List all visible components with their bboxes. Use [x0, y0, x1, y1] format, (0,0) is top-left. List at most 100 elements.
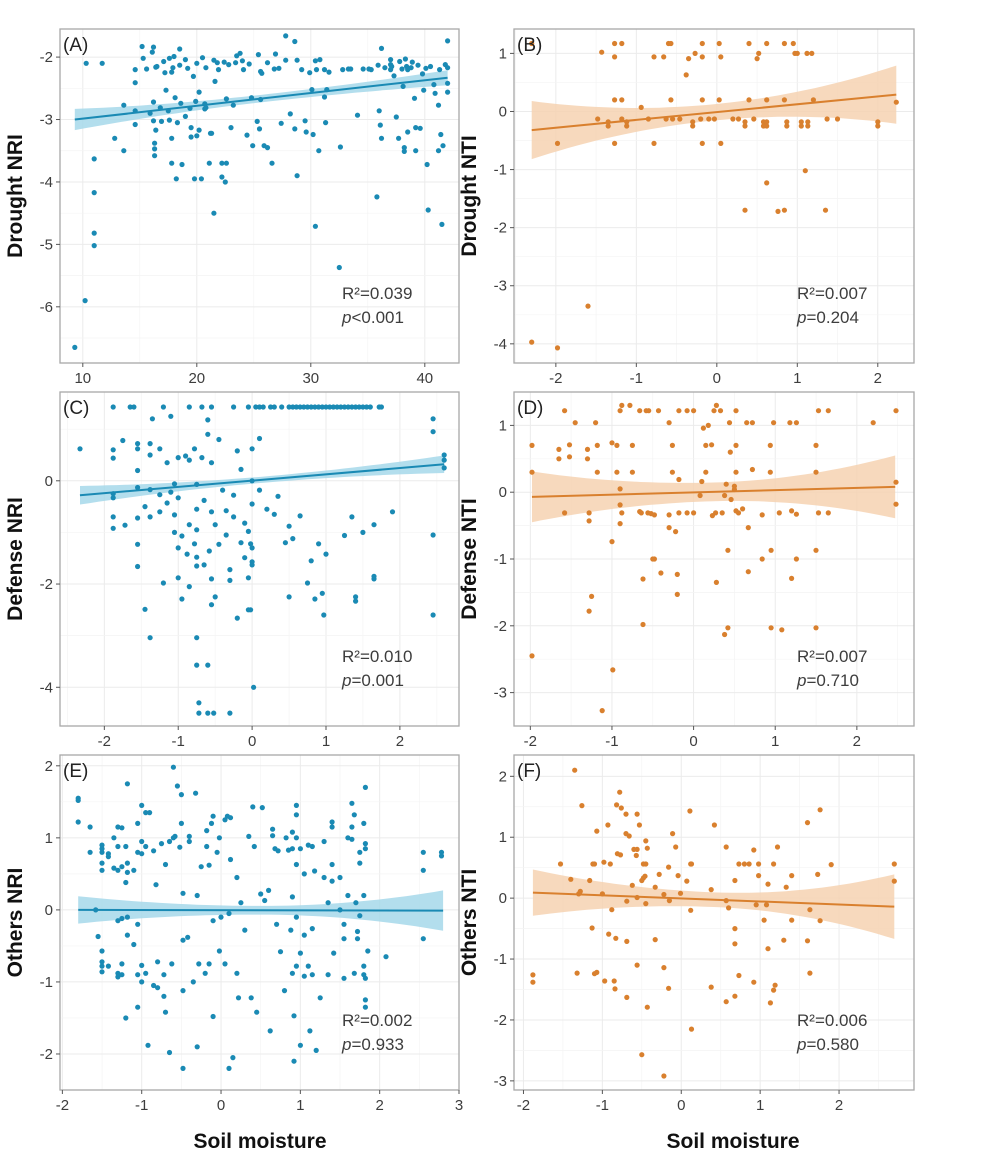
- data-point: [216, 948, 222, 954]
- data-point: [158, 118, 165, 124]
- data-point: [594, 828, 600, 834]
- data-point: [228, 125, 234, 131]
- data-point: [529, 442, 535, 448]
- data-point: [810, 97, 817, 103]
- data-point: [722, 492, 728, 499]
- data-point: [177, 46, 183, 52]
- data-point: [205, 431, 211, 437]
- data-point: [323, 120, 329, 126]
- data-point: [362, 975, 368, 981]
- data-point: [105, 854, 111, 860]
- y-tick-label: 1: [45, 830, 53, 847]
- y-tick-label: -2: [494, 220, 507, 237]
- data-point: [440, 143, 446, 149]
- data-point: [617, 852, 624, 858]
- x-tick-label: -2: [56, 1097, 69, 1114]
- data-point: [285, 847, 292, 853]
- data-point: [135, 467, 141, 474]
- data-point: [291, 1058, 297, 1064]
- y-tick-label: 2: [499, 768, 507, 785]
- data-point: [309, 972, 315, 978]
- data-point: [530, 972, 536, 978]
- data-point: [341, 936, 347, 942]
- data-point: [586, 518, 592, 524]
- data-point: [131, 867, 137, 873]
- data-point: [321, 94, 328, 100]
- data-point: [168, 413, 174, 419]
- data-point: [676, 408, 682, 414]
- x-tick-label: -2: [517, 1097, 530, 1114]
- y-tick-label: -1: [494, 551, 507, 568]
- data-point: [589, 593, 595, 600]
- data-point: [291, 1013, 297, 1019]
- data-point: [614, 469, 620, 475]
- data-point: [212, 522, 218, 528]
- data-point: [309, 843, 315, 850]
- data-point: [802, 168, 808, 174]
- data-point: [437, 67, 443, 73]
- data-point: [326, 69, 332, 75]
- data-point: [278, 120, 284, 126]
- data-point: [267, 1028, 273, 1034]
- data-point: [219, 174, 225, 180]
- data-point: [619, 402, 625, 408]
- data-point: [677, 890, 684, 896]
- data-point: [226, 910, 232, 917]
- data-point: [227, 567, 233, 573]
- data-point: [415, 62, 421, 68]
- data-point: [337, 144, 343, 150]
- data-point: [438, 849, 445, 855]
- r-squared-label: R²=0.007: [797, 647, 867, 666]
- data-point: [375, 62, 381, 68]
- data-point: [119, 825, 125, 831]
- p-value: =0.933: [351, 1035, 403, 1054]
- data-point: [661, 54, 667, 60]
- data-point: [132, 121, 138, 128]
- data-point: [215, 67, 222, 73]
- data-point: [221, 59, 227, 65]
- confidence-band: [532, 455, 896, 523]
- data-point: [445, 38, 451, 44]
- data-point: [362, 784, 368, 791]
- data-point: [290, 404, 296, 410]
- data-point: [624, 898, 630, 904]
- plot-frame: [513, 28, 915, 364]
- data-point: [640, 576, 646, 582]
- data-point: [636, 822, 643, 828]
- data-point: [317, 57, 323, 63]
- data-point: [813, 625, 819, 631]
- y-tick-label: -1: [494, 951, 507, 968]
- y-tick-label: 1: [499, 829, 507, 846]
- data-point: [735, 510, 742, 516]
- data-point: [234, 615, 240, 621]
- data-point: [183, 453, 189, 459]
- data-point: [699, 40, 705, 47]
- data-point: [166, 1049, 173, 1056]
- data-point: [771, 987, 777, 993]
- data-point: [725, 547, 731, 553]
- data-point: [105, 963, 111, 969]
- data-point: [643, 838, 649, 844]
- data-point: [297, 950, 303, 956]
- data-point: [822, 207, 829, 213]
- data-point: [638, 510, 644, 516]
- plot-frame: [59, 391, 460, 727]
- data-point: [784, 123, 790, 129]
- data-point: [634, 811, 640, 817]
- data-point: [308, 558, 314, 564]
- data-point: [338, 404, 344, 410]
- data-point: [699, 478, 705, 485]
- data-point: [781, 97, 788, 103]
- data-point: [640, 621, 646, 628]
- data-point: [139, 962, 145, 969]
- data-point: [393, 114, 399, 120]
- data-point: [227, 710, 233, 716]
- data-point: [205, 710, 211, 716]
- data-point: [162, 70, 168, 76]
- data-point: [423, 65, 429, 71]
- data-point: [218, 914, 224, 920]
- data-point: [813, 469, 819, 475]
- data-point: [746, 97, 752, 103]
- data-point: [216, 436, 222, 443]
